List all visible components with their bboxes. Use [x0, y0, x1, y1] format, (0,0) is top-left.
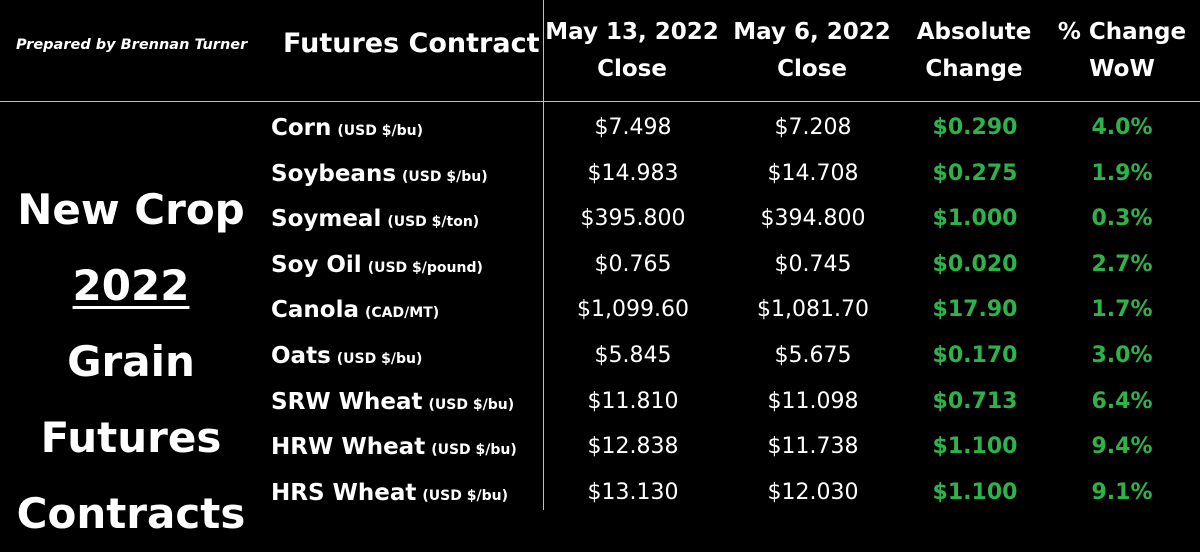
cell-pct-change: 3.0% [1091, 343, 1153, 368]
contract-label: HRW Wheat [271, 434, 426, 461]
table-row: HRS Wheat (USD $/bu) $13.130 $12.030 $1.100 9… [0, 473, 1200, 513]
contract-unit: (CAD/MT) [364, 305, 440, 322]
cell-may6: $0.745 [774, 251, 852, 277]
contract-unit: (USD $/bu) [431, 442, 517, 459]
contract-name: HRW Wheat (USD $/bu) [271, 427, 517, 470]
contract-unit: (USD $/bu) [422, 487, 508, 504]
cell-may13: $5.845 [594, 343, 672, 368]
cell-may6: $11.098 [767, 388, 859, 414]
cell-may13: $7.498 [594, 115, 672, 140]
cell-absolute-change: $0.290 [932, 115, 1018, 140]
table-row: Soymeal (USD $/ton) $395.800 $394.800 $1.000… [0, 199, 1200, 239]
header-may13-line1: May 13, 2022 [545, 19, 719, 45]
contract-unit: (USD $/bu) [428, 396, 515, 413]
contract-name: Soy Oil (USD $/pound) [271, 245, 483, 288]
cell-pct-change: 0.3% [1091, 206, 1153, 232]
side-title-grain: Grain [67, 337, 195, 386]
cell-absolute-change: $0.275 [932, 160, 1018, 186]
contract-unit: (USD $/bu) [337, 123, 423, 139]
table-row: Canola (CAD/MT) $1,099.60 $1,081.70 $17.90 1.… [0, 290, 1200, 330]
contract-name: Canola (CAD/MT) [271, 290, 439, 333]
header-may6-line1: May 6, 2022 [733, 19, 891, 45]
side-title-line2: 2022 Grain [0, 248, 262, 400]
cell-may6: $394.800 [760, 206, 866, 232]
contract-name: Oats (USD $/bu) [271, 336, 422, 379]
header-futures-contract: Futures Contract [283, 28, 540, 59]
cell-absolute-change: $1.100 [932, 434, 1018, 460]
contract-unit: (USD $/ton) [387, 214, 480, 231]
cell-absolute-change: $17.90 [932, 297, 1018, 323]
cell-absolute-change: $0.020 [932, 251, 1018, 277]
contract-label: HRS Wheat [271, 479, 417, 506]
contract-name: Corn (USD $/bu) [271, 108, 423, 151]
cell-absolute-change: $0.713 [932, 388, 1018, 414]
header-may13-line2: Close [597, 56, 667, 82]
contract-label: SRW Wheat [271, 388, 423, 415]
contract-unit: (USD $/bu) [402, 168, 488, 185]
cell-may6: $1,081.70 [757, 297, 869, 323]
cell-may6: $7.208 [774, 115, 852, 140]
cell-may6: $12.030 [767, 479, 859, 505]
contract-label: Canola [271, 297, 359, 324]
cell-absolute-change: $1.100 [932, 479, 1018, 505]
header-abs-line2: Change [925, 56, 1023, 82]
cell-pct-change: 6.4% [1091, 388, 1153, 414]
table-row: HRW Wheat (USD $/bu) $12.838 $11.738 $1.100 9… [0, 427, 1200, 467]
header-divider [0, 101, 1200, 102]
header-absolute-change: Absolute Change [874, 14, 1074, 88]
cell-may6: $5.675 [774, 343, 852, 368]
contract-unit: (USD $/pound) [367, 259, 483, 276]
column-divider [543, 0, 544, 510]
cell-may13: $11.810 [587, 388, 679, 414]
side-title-line3: Futures [40, 413, 222, 462]
cell-absolute-change: $1.000 [932, 206, 1018, 232]
header-may13-close: May 13, 2022 Close [532, 14, 732, 88]
contract-name: Soybeans (USD $/bu) [271, 154, 488, 197]
table-row: Soybeans (USD $/bu) $14.983 $14.708 $0.275 1.… [0, 154, 1200, 194]
contract-label: Soy Oil [271, 251, 362, 278]
contract-name: SRW Wheat (USD $/bu) [271, 382, 514, 425]
header-pct-change: % Change WoW [1022, 14, 1200, 88]
cell-absolute-change: $0.170 [932, 343, 1018, 368]
contract-name: HRS Wheat (USD $/bu) [271, 473, 508, 516]
header-pct-line2: WoW [1089, 56, 1155, 82]
cell-pct-change: 9.1% [1091, 479, 1153, 505]
contract-label: Corn [271, 115, 332, 141]
table-row: Oats (USD $/bu) $5.845 $5.675 $0.170 3.0% [0, 336, 1200, 376]
contract-unit: (USD $/bu) [336, 351, 423, 367]
cell-may13: $0.765 [594, 251, 672, 277]
cell-may13: $14.983 [587, 160, 679, 186]
cell-may6: $11.738 [767, 434, 859, 460]
cell-pct-change: 1.7% [1091, 297, 1153, 323]
cell-may13: $395.800 [580, 206, 686, 232]
table-row: SRW Wheat (USD $/bu) $11.810 $11.098 $0.713 6… [0, 382, 1200, 422]
cell-pct-change: 9.4% [1091, 434, 1153, 460]
contract-label: Oats [271, 343, 331, 369]
cell-pct-change: 4.0% [1091, 115, 1153, 140]
credit-text: Prepared by Brennan Turner [16, 37, 248, 53]
table-row: Corn (USD $/bu) $7.498 $7.208 $0.290 4.0% [0, 108, 1200, 148]
header-pct-line1: % Change [1057, 19, 1187, 45]
side-title-line1: New Crop [17, 185, 245, 234]
header-abs-line1: Absolute [916, 19, 1032, 45]
header-may6-line2: Close [777, 56, 847, 82]
futures-table-graphic: Prepared by Brennan Turner Futures Contr… [0, 0, 1200, 538]
cell-pct-change: 1.9% [1091, 160, 1153, 186]
header-may6-close: May 6, 2022 Close [712, 14, 912, 88]
cell-pct-change: 2.7% [1091, 251, 1153, 277]
cell-may6: $14.708 [767, 160, 859, 186]
table-row: Soy Oil (USD $/pound) $0.765 $0.745 $0.020 2.… [0, 245, 1200, 285]
contract-label: Soymeal [271, 206, 382, 233]
contract-label: Soybeans [271, 160, 397, 187]
cell-may13: $13.130 [587, 479, 679, 505]
cell-may13: $12.838 [587, 434, 679, 460]
contract-name: Soymeal (USD $/ton) [271, 199, 479, 242]
side-title-year: 2022 [72, 261, 190, 310]
cell-may13: $1,099.60 [577, 297, 689, 323]
